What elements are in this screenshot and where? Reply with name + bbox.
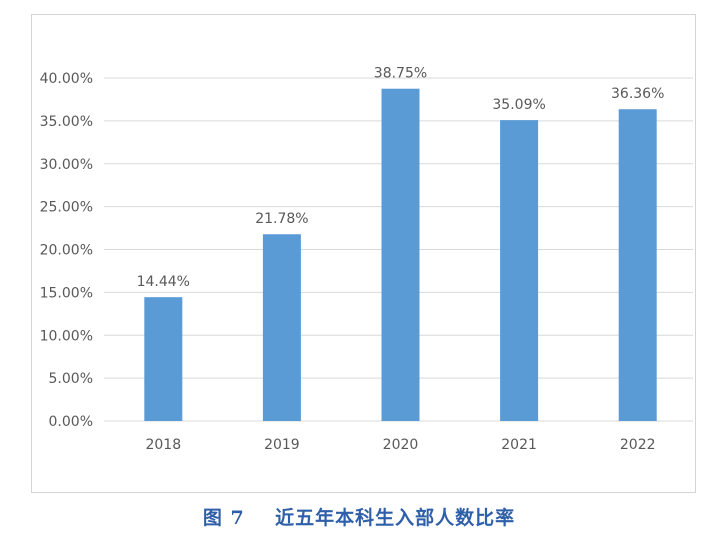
y-tick-label: 35.00%	[40, 114, 93, 130]
data-label: 21.78%	[255, 211, 308, 227]
y-tick-label: 30.00%	[40, 157, 93, 173]
y-tick-label: 25.00%	[40, 200, 93, 216]
y-tick-label: 15.00%	[40, 285, 93, 301]
x-tick-label: 2022	[620, 437, 656, 453]
bar-2021	[500, 120, 539, 422]
data-label: 38.75%	[374, 66, 427, 82]
bar-2018	[144, 297, 183, 421]
x-tick-label: 2021	[501, 437, 537, 453]
x-tick-label: 2018	[145, 437, 181, 453]
y-tick-label: 40.00%	[40, 71, 93, 87]
figure-caption: 图 7 近五年本科生入部人数比率	[202, 507, 516, 529]
bar-chart: 0.00% 5.00% 10.00% 15.00% 20.00% 25.00% 30.00%…	[40, 66, 693, 453]
x-tick-label: 2020	[383, 437, 419, 453]
bar-2019	[262, 234, 301, 421]
chart-area	[31, 14, 696, 493]
y-tick-label: 5.00%	[49, 371, 93, 387]
data-label: 35.09%	[492, 97, 545, 113]
bar-2022	[618, 109, 657, 421]
x-tick-label: 2019	[264, 437, 300, 453]
data-label: 14.44%	[137, 274, 190, 290]
y-tick-label: 0.00%	[49, 414, 93, 430]
bar-2020	[381, 88, 420, 421]
y-tick-label: 20.00%	[40, 243, 93, 259]
data-label: 36.36%	[611, 86, 664, 102]
y-tick-label: 10.00%	[40, 328, 93, 344]
